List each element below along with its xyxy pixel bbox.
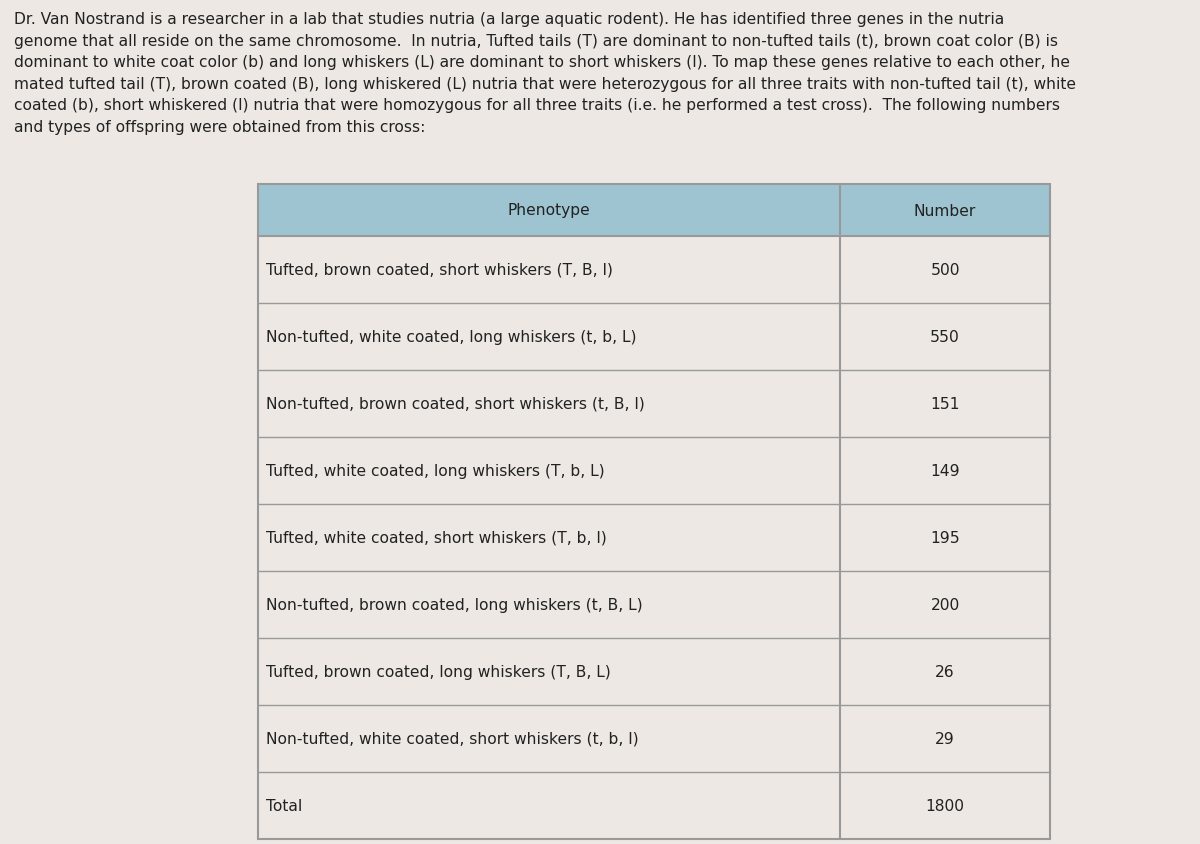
Text: Tufted, brown coated, long whiskers (T, B, L): Tufted, brown coated, long whiskers (T, …	[266, 664, 611, 679]
Text: Non-tufted, brown coated, short whiskers (t, B, l): Non-tufted, brown coated, short whiskers…	[266, 397, 644, 412]
Text: 200: 200	[930, 598, 960, 612]
Text: Non-tufted, white coated, short whiskers (t, b, l): Non-tufted, white coated, short whiskers…	[266, 731, 638, 746]
Text: 1800: 1800	[925, 798, 965, 813]
Text: 550: 550	[930, 330, 960, 344]
Text: 195: 195	[930, 530, 960, 545]
Text: Tufted, white coated, long whiskers (T, b, L): Tufted, white coated, long whiskers (T, …	[266, 463, 605, 479]
Text: Number: Number	[914, 203, 976, 219]
Text: 149: 149	[930, 463, 960, 479]
Text: Dr. Van Nostrand is a researcher in a lab that studies nutria (a large aquatic r: Dr. Van Nostrand is a researcher in a la…	[14, 12, 1076, 135]
Bar	[258, 236, 1050, 839]
Text: 151: 151	[930, 397, 960, 412]
Text: Non-tufted, white coated, long whiskers (t, b, L): Non-tufted, white coated, long whiskers …	[266, 330, 636, 344]
Text: Tufted, brown coated, short whiskers (T, B, l): Tufted, brown coated, short whiskers (T,…	[266, 262, 613, 278]
Text: Total: Total	[266, 798, 302, 813]
Text: 500: 500	[930, 262, 960, 278]
Text: Phenotype: Phenotype	[508, 203, 590, 219]
Text: 29: 29	[935, 731, 955, 746]
Bar	[258, 185, 1050, 236]
Text: Tufted, white coated, short whiskers (T, b, l): Tufted, white coated, short whiskers (T,…	[266, 530, 607, 545]
Text: Non-tufted, brown coated, long whiskers (t, B, L): Non-tufted, brown coated, long whiskers …	[266, 598, 643, 612]
Text: 26: 26	[935, 664, 955, 679]
